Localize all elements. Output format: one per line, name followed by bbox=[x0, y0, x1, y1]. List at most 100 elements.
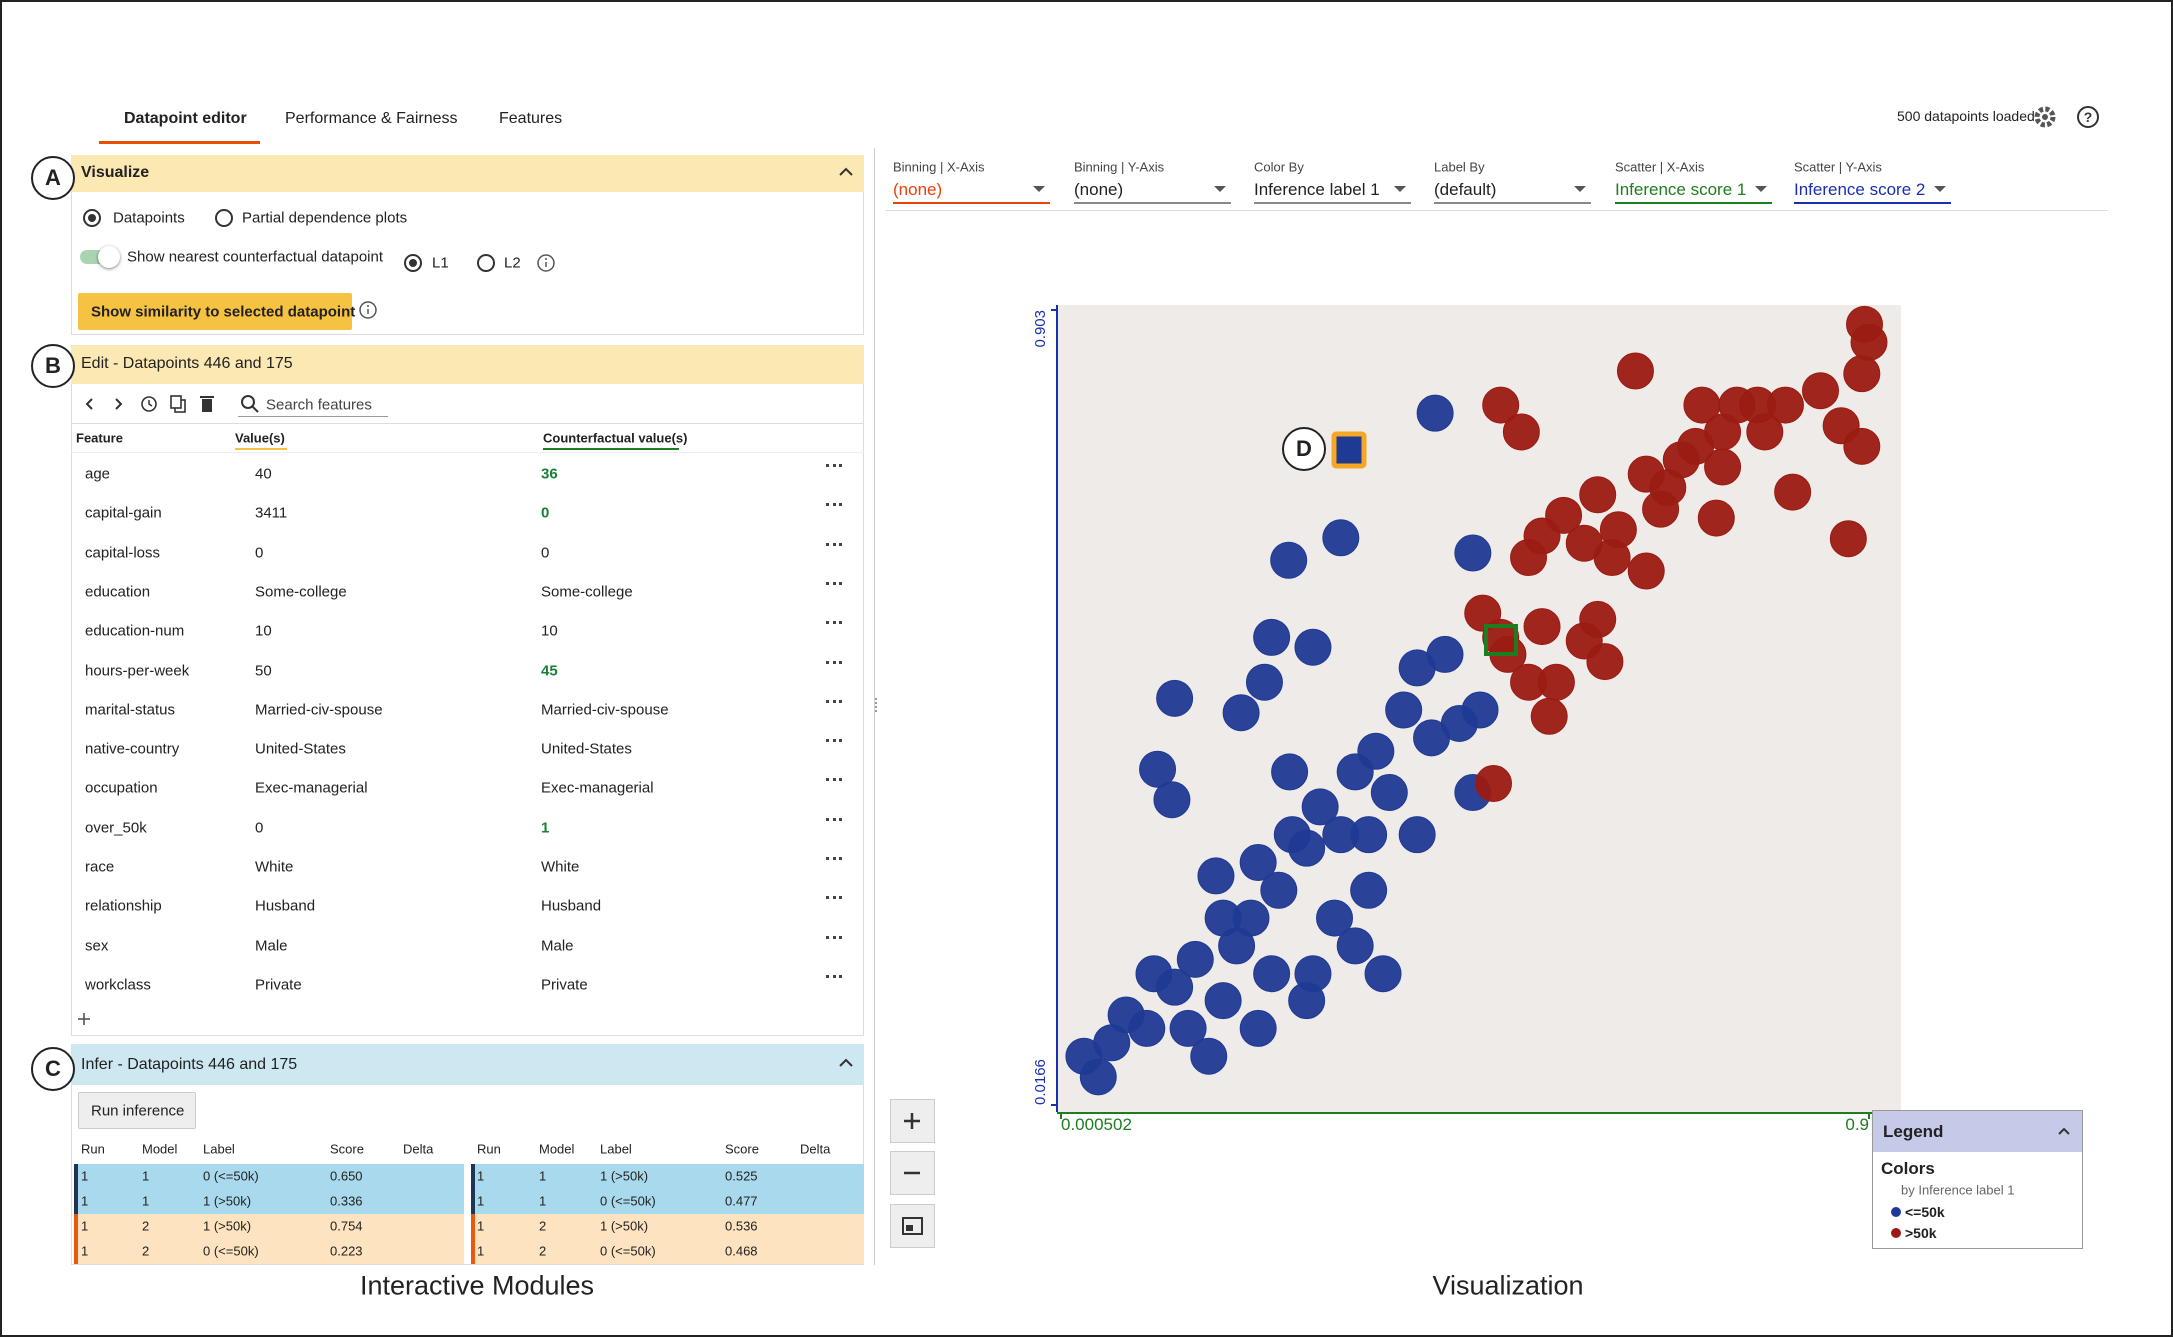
feature-value[interactable]: White bbox=[255, 858, 294, 876]
panel-divider bbox=[874, 148, 875, 1265]
counterfactual-value[interactable]: Private bbox=[541, 976, 588, 994]
feature-name: education-num bbox=[85, 622, 185, 640]
infer-header[interactable] bbox=[71, 1044, 864, 1085]
info-icon[interactable] bbox=[358, 300, 378, 320]
dropdown-value[interactable]: Inference score 1 bbox=[1615, 180, 1747, 199]
radio-selected[interactable] bbox=[83, 209, 101, 227]
tab[interactable]: Datapoint editor bbox=[124, 110, 247, 127]
dropdown-value[interactable]: (none) bbox=[893, 180, 943, 199]
more-menu[interactable] bbox=[826, 817, 842, 824]
feature-value[interactable]: 0 bbox=[255, 819, 264, 837]
edit-header[interactable] bbox=[71, 345, 864, 384]
counterfactual-value[interactable]: Male bbox=[541, 937, 574, 955]
feature-name: native-country bbox=[85, 740, 180, 758]
data-point bbox=[1537, 663, 1575, 701]
more-menu[interactable] bbox=[826, 699, 842, 706]
more-menu[interactable] bbox=[826, 739, 842, 745]
button-label[interactable]: Run inference bbox=[91, 1102, 185, 1120]
tab[interactable]: Features bbox=[499, 110, 563, 127]
feature-value[interactable]: Exec-managerial bbox=[255, 779, 368, 797]
add-feature-icon[interactable] bbox=[74, 1009, 94, 1029]
legend-header[interactable] bbox=[1873, 1111, 2082, 1152]
more-menu[interactable] bbox=[826, 896, 842, 902]
more-menu[interactable] bbox=[826, 542, 842, 549]
dropdown-value[interactable]: Inference label 1 bbox=[1254, 180, 1380, 199]
feature-value[interactable]: 3411 bbox=[255, 504, 288, 522]
result-cell: 0.468 bbox=[725, 1243, 758, 1259]
counterfactual-value[interactable]: 0 bbox=[541, 504, 550, 522]
button-label[interactable]: Show similarity to selected datapoint bbox=[91, 303, 356, 321]
collapse-icon[interactable] bbox=[836, 1053, 856, 1073]
feature-value[interactable]: 10 bbox=[255, 622, 272, 640]
counterfactual-value[interactable]: White bbox=[541, 858, 580, 876]
data-point bbox=[1704, 448, 1742, 486]
data-point bbox=[1197, 857, 1235, 895]
feature-value[interactable]: Married-civ-spouse bbox=[255, 701, 383, 719]
more-menu[interactable] bbox=[826, 464, 842, 470]
info-icon[interactable] bbox=[536, 253, 556, 273]
feature-name: occupation bbox=[85, 779, 158, 797]
dropdown-arrow[interactable] bbox=[1934, 186, 1946, 192]
counterfactual-value[interactable]: Exec-managerial bbox=[541, 779, 654, 797]
dropdown-arrow[interactable] bbox=[1574, 186, 1586, 192]
tab[interactable]: Performance & Fairness bbox=[285, 110, 458, 127]
feature-value[interactable]: United-States bbox=[255, 740, 346, 758]
collapse-icon[interactable] bbox=[836, 162, 856, 182]
counterfactual-value[interactable]: 1 bbox=[541, 819, 550, 837]
feature-value[interactable]: Husband bbox=[255, 897, 316, 915]
status-text: 500 datapoints loaded bbox=[1897, 108, 2035, 124]
run-inference-button[interactable] bbox=[78, 1092, 196, 1129]
radio-selected[interactable] bbox=[404, 254, 422, 272]
toggle-knob[interactable] bbox=[98, 246, 120, 268]
radio[interactable] bbox=[477, 254, 495, 272]
feature-value[interactable]: Male bbox=[255, 937, 288, 955]
dropdown-arrow[interactable] bbox=[1033, 186, 1045, 192]
dropdown-value[interactable]: (none) bbox=[1074, 180, 1124, 199]
dropdown-arrow[interactable] bbox=[1755, 186, 1767, 192]
counterfactual-value[interactable]: Husband bbox=[541, 897, 602, 915]
counterfactual-value[interactable]: 45 bbox=[541, 662, 558, 679]
more-menu[interactable] bbox=[826, 935, 842, 942]
edit-toolbar-icons[interactable] bbox=[78, 392, 228, 416]
zoom-out-button[interactable] bbox=[890, 1151, 935, 1195]
counterfactual-value[interactable]: United-States bbox=[541, 740, 632, 758]
feature-value[interactable]: 50 bbox=[255, 662, 272, 679]
more-menu[interactable] bbox=[826, 581, 842, 588]
resize-handle[interactable] bbox=[875, 698, 881, 712]
collapse-icon[interactable] bbox=[2055, 1123, 2073, 1141]
more-menu[interactable] bbox=[826, 857, 842, 863]
fit-view-button[interactable] bbox=[890, 1204, 935, 1248]
data-point bbox=[1270, 541, 1308, 579]
legend: Legend Colors by Inference label 1 <=50k >50… bbox=[1872, 1110, 2083, 1249]
settings-icon[interactable] bbox=[2032, 104, 2058, 130]
zoom-in-button[interactable] bbox=[890, 1099, 935, 1143]
counterfactual-value[interactable]: 36 bbox=[541, 465, 558, 483]
feature-value[interactable]: 0 bbox=[255, 544, 264, 562]
result-cell: 1 bbox=[477, 1168, 485, 1184]
counterfactual-value[interactable]: Some-college bbox=[541, 583, 633, 601]
help-icon[interactable]: ? bbox=[2075, 104, 2101, 130]
counterfactual-value[interactable]: 0 bbox=[541, 544, 550, 562]
feature-value[interactable]: 40 bbox=[255, 465, 272, 483]
similarity-button[interactable] bbox=[78, 293, 352, 330]
counterfactual-value[interactable]: 10 bbox=[541, 622, 558, 640]
feature-name: over_50k bbox=[85, 819, 147, 837]
dropdown-value[interactable]: Inference score 2 bbox=[1794, 180, 1926, 199]
data-point bbox=[1697, 499, 1735, 537]
more-menu[interactable] bbox=[826, 503, 842, 509]
visualize-header[interactable] bbox=[71, 155, 864, 192]
more-menu[interactable] bbox=[826, 621, 842, 627]
column-header: Feature bbox=[76, 430, 123, 446]
radio[interactable] bbox=[215, 209, 233, 227]
more-menu[interactable] bbox=[826, 974, 842, 981]
dropdown-label: Binning | Y-Axis bbox=[1074, 159, 1165, 175]
counterfactual-value[interactable]: Married-civ-spouse bbox=[541, 701, 669, 719]
dropdown-arrow[interactable] bbox=[1394, 186, 1406, 192]
y-tick-label: 0.903 bbox=[1032, 310, 1049, 348]
more-menu[interactable] bbox=[826, 660, 842, 667]
feature-value[interactable]: Private bbox=[255, 976, 302, 994]
more-menu[interactable] bbox=[826, 778, 842, 784]
dropdown-value[interactable]: (default) bbox=[1434, 180, 1497, 199]
dropdown-arrow[interactable] bbox=[1214, 186, 1226, 192]
feature-value[interactable]: Some-college bbox=[255, 583, 347, 601]
